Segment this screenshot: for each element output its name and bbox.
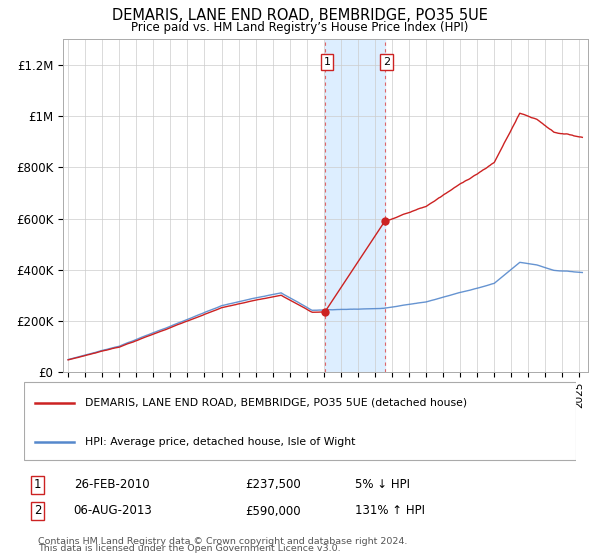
Text: HPI: Average price, detached house, Isle of Wight: HPI: Average price, detached house, Isle…: [85, 437, 355, 447]
Text: Price paid vs. HM Land Registry’s House Price Index (HPI): Price paid vs. HM Land Registry’s House …: [131, 21, 469, 34]
Text: 131% ↑ HPI: 131% ↑ HPI: [355, 505, 425, 517]
Text: Contains HM Land Registry data © Crown copyright and database right 2024.: Contains HM Land Registry data © Crown c…: [38, 537, 407, 546]
Text: 1: 1: [323, 57, 331, 67]
Text: 2: 2: [383, 57, 390, 67]
Text: DEMARIS, LANE END ROAD, BEMBRIDGE, PO35 5UE: DEMARIS, LANE END ROAD, BEMBRIDGE, PO35 …: [112, 8, 488, 24]
Text: This data is licensed under the Open Government Licence v3.0.: This data is licensed under the Open Gov…: [38, 544, 340, 553]
Text: £590,000: £590,000: [245, 505, 301, 517]
Text: 1: 1: [34, 478, 41, 492]
Text: 06-AUG-2013: 06-AUG-2013: [74, 505, 152, 517]
Text: 5% ↓ HPI: 5% ↓ HPI: [355, 478, 410, 492]
Bar: [580, 39, 588, 372]
Text: £237,500: £237,500: [245, 478, 301, 492]
Text: 26-FEB-2010: 26-FEB-2010: [74, 478, 149, 492]
Text: DEMARIS, LANE END ROAD, BEMBRIDGE, PO35 5UE (detached house): DEMARIS, LANE END ROAD, BEMBRIDGE, PO35 …: [85, 398, 467, 408]
Text: 2: 2: [34, 505, 41, 517]
Bar: [325, 39, 385, 372]
